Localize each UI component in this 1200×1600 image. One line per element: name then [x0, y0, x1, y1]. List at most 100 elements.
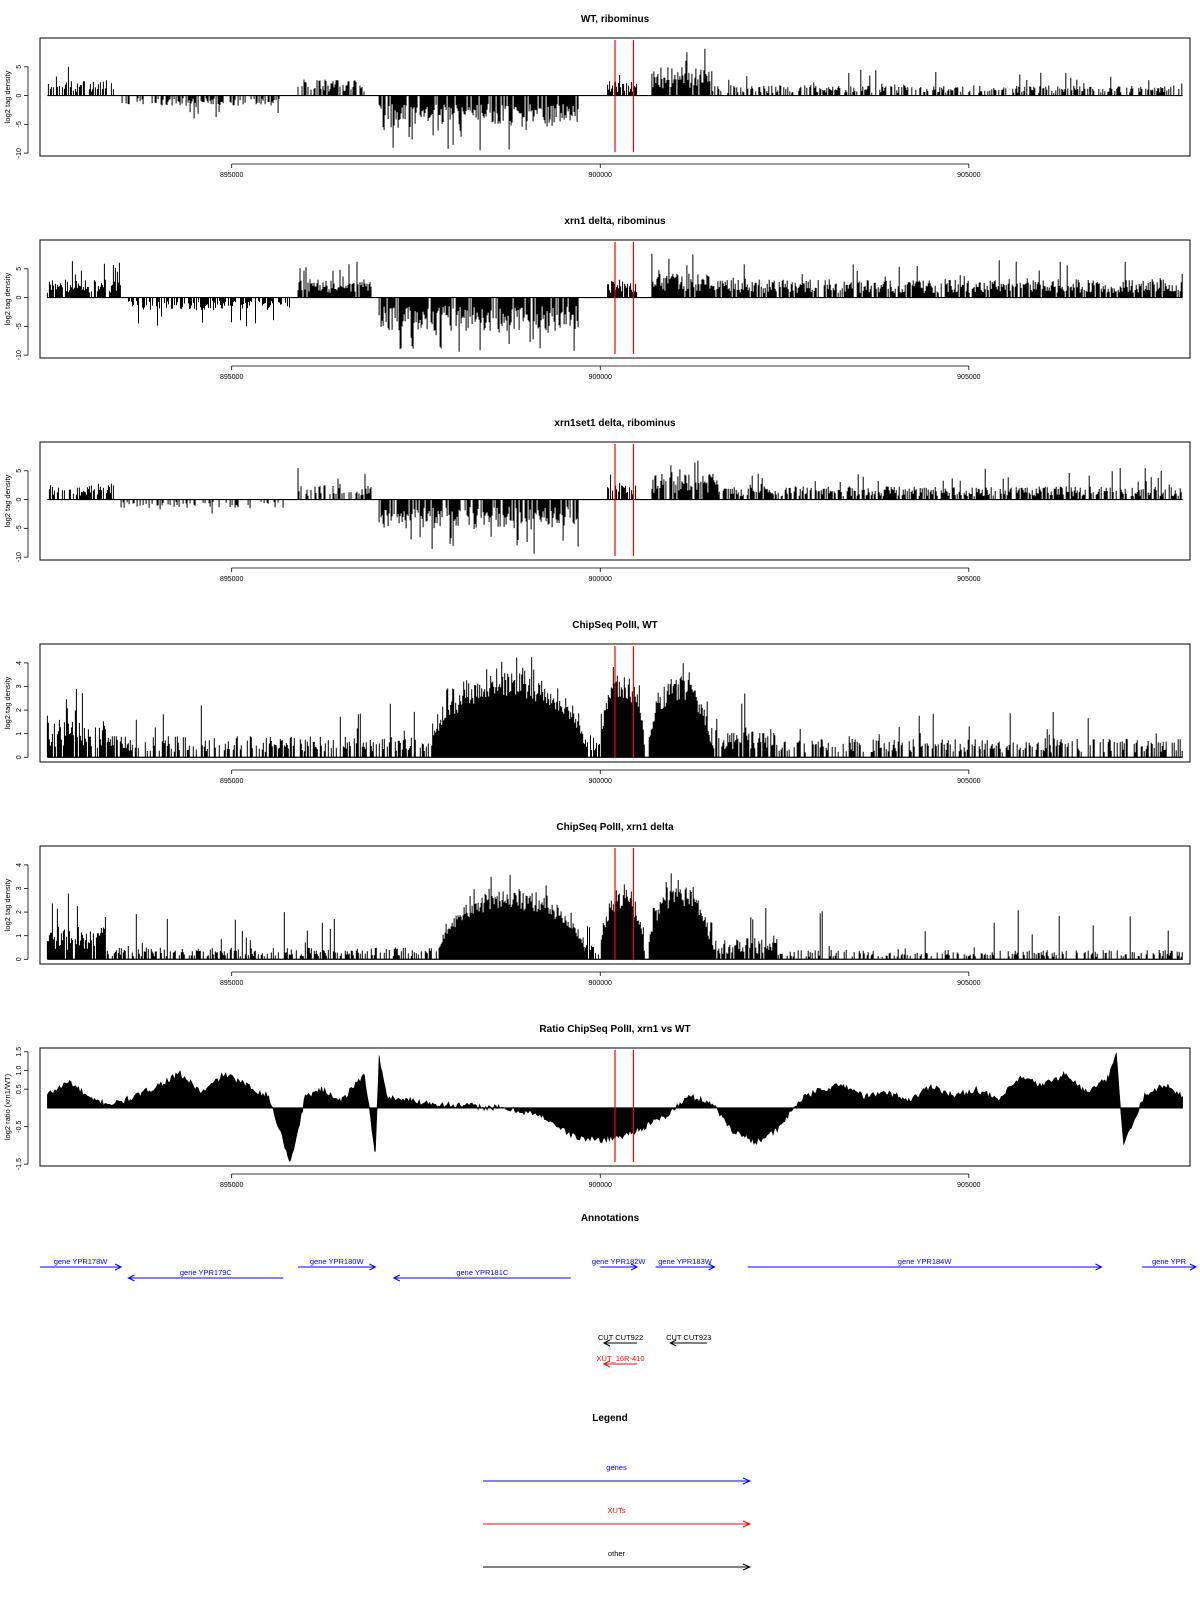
density-segment	[438, 874, 586, 960]
y-tick-label: 5	[16, 267, 23, 271]
track-panel-2: xrn1 delta, ribominus -10 -5 0 5 log2 tag den…	[3, 216, 1191, 381]
feature-label: gene YPR183W	[658, 1257, 713, 1266]
y-tick-label: -5	[16, 121, 23, 127]
y-tick-label: -5	[16, 323, 23, 329]
density-segment	[607, 75, 638, 96]
plot-frame	[39, 441, 1191, 561]
density-segment	[648, 873, 711, 960]
feature-label: gene YPR182W	[592, 1257, 647, 1266]
density-bars	[47, 48, 1183, 151]
track-panel-6: Ratio ChipSeq PolII, xrn1 vs WT -1.5 -0.5 0…	[3, 1024, 1191, 1189]
feature-label: gene YPR178W	[54, 1257, 109, 1266]
panel-title: ChipSeq PolII, xrn1 delta	[556, 822, 674, 833]
arrow-head-icon	[742, 1477, 752, 1485]
track-panels: WT, ribominus -10 -5 0 5 log2 tag density 8950…	[3, 14, 1191, 1189]
x-axis: 895000 900000 905000	[220, 567, 981, 583]
density-segment	[651, 253, 719, 298]
x-tick-label: 900000	[589, 374, 612, 381]
y-tick-label: 2	[16, 708, 23, 712]
feature-label: gene YPR184W	[898, 1257, 953, 1266]
y-tick-label: 3	[16, 684, 23, 688]
x-axis: 895000 900000 905000	[220, 769, 981, 785]
arrow-head-icon	[1189, 1263, 1198, 1271]
x-tick-label: 905000	[957, 778, 980, 785]
x-tick-label: 900000	[589, 980, 612, 987]
density-segment	[46, 893, 106, 960]
plot-frame	[39, 845, 1191, 965]
feature-label: gene YPR180W	[310, 1257, 365, 1266]
density-segment	[106, 703, 429, 758]
density-segment	[607, 474, 637, 500]
density-segment	[717, 468, 1182, 500]
density-segment	[651, 460, 719, 500]
density-segment	[121, 95, 280, 119]
x-axis: 895000 900000 905000	[220, 163, 981, 179]
arrow-head-icon	[392, 1274, 401, 1282]
annotation-feature: CUT CUT922	[598, 1333, 643, 1347]
y-tick-label: 1.5	[16, 1047, 23, 1057]
y-axis: 0 1 2 3 4	[16, 863, 29, 961]
legend-item: other	[483, 1549, 752, 1571]
plot-frame	[39, 239, 1191, 359]
arrow-head-icon	[630, 1263, 639, 1271]
feature-label: XUT_16R-410	[597, 1354, 645, 1363]
feature-label: CUT CUT922	[598, 1333, 643, 1342]
panel-title: ChipSeq PolII, WT	[572, 620, 658, 631]
plot-frame	[39, 37, 1191, 157]
arrow-head-icon	[708, 1263, 716, 1271]
density-segment	[297, 261, 372, 298]
x-tick-label: 895000	[220, 980, 243, 987]
arrow-head-icon	[1095, 1263, 1103, 1271]
density-segment	[717, 260, 1183, 298]
density-bars	[46, 873, 1183, 960]
x-tick-label: 905000	[957, 576, 980, 583]
x-tick-label: 905000	[957, 980, 980, 987]
density-bars	[46, 253, 1183, 352]
track-panel-3: xrn1set1 delta, ribominus -10 -5 0 5 log2 tag…	[3, 418, 1191, 583]
x-tick-label: 895000	[220, 778, 243, 785]
density-segment	[777, 910, 1183, 960]
x-tick-label: 895000	[220, 374, 243, 381]
x-tick-label: 905000	[957, 374, 980, 381]
annotation-feature: gene YPR183W	[655, 1257, 716, 1271]
y-tick-label: -10	[16, 552, 23, 562]
y-tick-label: 3	[16, 886, 23, 890]
density-segment	[585, 735, 600, 758]
y-axis: -10 -5 0 5	[16, 469, 29, 562]
panel-title: xrn1 delta, ribominus	[564, 216, 666, 227]
track-panel-5: ChipSeq PolII, xrn1 delta 0 1 2 3 4 log2 tag d…	[3, 822, 1191, 987]
legend-label: genes	[606, 1463, 627, 1472]
y-tick-label: 0.5	[16, 1084, 23, 1094]
legend-items: genes XUTs other	[483, 1463, 752, 1571]
y-tick-label: -5	[16, 525, 23, 531]
density-segment	[710, 908, 778, 960]
density-segment	[378, 499, 579, 554]
y-axis-label: log2 tag density	[3, 878, 12, 931]
y-tick-label: 4	[16, 661, 23, 665]
annotation-feature: CUT CUT923	[666, 1333, 711, 1347]
density-segment	[128, 297, 290, 327]
density-segment	[648, 663, 711, 758]
arrow-head-icon	[602, 1339, 611, 1347]
arrow-head-icon	[369, 1263, 377, 1271]
y-tick-label: -10	[16, 148, 23, 158]
annotation-feature: gene YPR184W	[747, 1257, 1103, 1271]
density-segment	[600, 667, 645, 758]
y-tick-label: 0	[16, 755, 23, 759]
y-tick-label: 1	[16, 732, 23, 736]
legend-item: XUTs	[483, 1506, 752, 1528]
feature-label: CUT CUT923	[666, 1333, 711, 1342]
density-segment	[778, 712, 1183, 758]
legend-item: genes	[483, 1463, 752, 1485]
x-tick-label: 905000	[957, 1182, 980, 1189]
y-tick-label: -1.5	[16, 1158, 23, 1170]
y-axis-label: log2 tag density	[3, 474, 12, 527]
annotation-feature: gene YPR179C	[127, 1268, 284, 1282]
legend-label: XUTs	[608, 1506, 626, 1515]
x-axis: 895000 900000 905000	[220, 1173, 981, 1189]
x-tick-label: 895000	[220, 576, 243, 583]
y-tick-label: 4	[16, 863, 23, 867]
annotation-features: gene YPR178W gene YPR179C gene YPR180W gene…	[40, 1257, 1198, 1368]
